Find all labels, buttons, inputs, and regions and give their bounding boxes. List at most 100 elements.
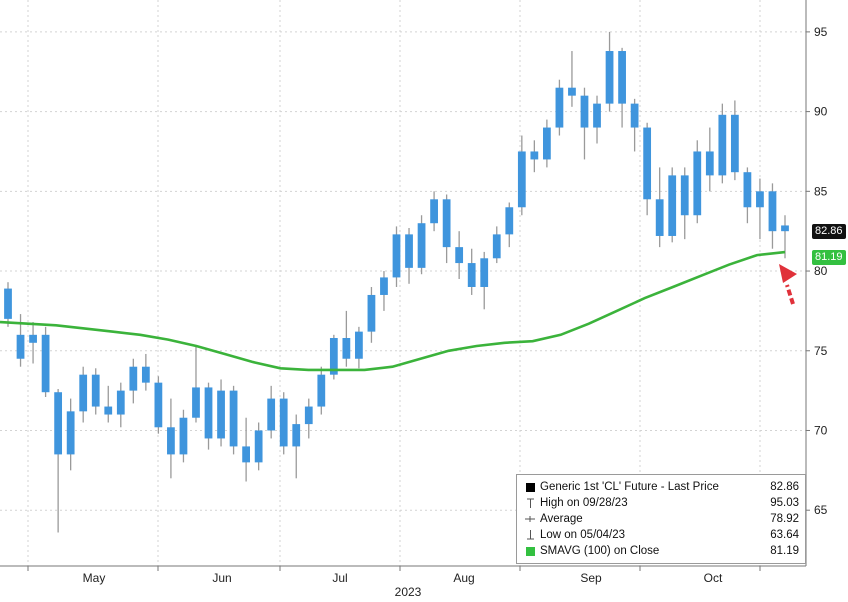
legend-value: 81.19 <box>770 545 799 557</box>
legend-row-low: Low on 05/04/23 63.64 <box>523 527 799 543</box>
candle-body <box>355 331 363 359</box>
sma-value-tag: 81.19 <box>812 250 846 265</box>
candle-body <box>530 151 539 160</box>
candle-body <box>430 199 438 224</box>
candle-body <box>517 151 526 208</box>
candle-body <box>417 223 426 268</box>
legend-value: 95.03 <box>770 497 799 509</box>
candle-body <box>705 151 714 176</box>
candle-body <box>342 338 351 359</box>
candle-body <box>467 263 476 287</box>
red-arrow <box>779 264 797 305</box>
candle-body <box>41 334 50 393</box>
candle-body <box>79 374 88 412</box>
x-axis-year-label: 2023 <box>395 585 422 599</box>
candle-body <box>66 411 75 455</box>
legend-row-last-price: Generic 1st 'CL' Future - Last Price 82.… <box>523 479 799 495</box>
y-tick-label: 70 <box>814 423 828 437</box>
candle-body <box>680 175 689 216</box>
candle-body <box>292 424 301 447</box>
candle-body <box>116 390 125 415</box>
x-tick-label: Jul <box>332 571 347 585</box>
candle-body <box>718 114 727 176</box>
y-tick-label: 75 <box>814 344 828 358</box>
candle-body <box>593 103 601 128</box>
y-tick-label: 80 <box>814 264 828 278</box>
candle-body <box>141 366 150 383</box>
y-tick-label: 90 <box>814 105 828 119</box>
x-tick-label: Sep <box>580 571 602 585</box>
sma-100-line <box>0 250 786 372</box>
candle-body <box>668 175 677 236</box>
candle-body <box>743 172 752 208</box>
legend: Generic 1st 'CL' Future - Last Price 82.… <box>516 474 806 564</box>
candle-body <box>643 127 652 200</box>
y-tick-label: 65 <box>814 503 828 517</box>
candle-body <box>605 51 614 104</box>
candle-body <box>768 191 777 232</box>
candle-body <box>655 199 664 236</box>
legend-value: 63.64 <box>770 529 799 541</box>
legend-label: High on 09/28/23 <box>540 497 628 509</box>
average-marker-icon <box>523 514 537 524</box>
candle-body <box>179 417 188 455</box>
legend-row-high: High on 09/28/23 95.03 <box>523 495 799 511</box>
y-axis: 65 70 75 80 85 90 95 <box>806 25 828 517</box>
candle-body <box>568 87 576 96</box>
candle-body <box>442 199 451 248</box>
last-price-tag: 82.86 <box>812 224 846 239</box>
x-tick-label: May <box>83 571 106 585</box>
legend-label: Generic 1st 'CL' Future - Last Price <box>540 481 719 493</box>
legend-row-average: Average 78.92 <box>523 511 799 527</box>
candle-body <box>480 258 489 287</box>
candle-body <box>4 288 12 319</box>
candle-body <box>154 382 163 428</box>
candle-body <box>91 374 100 407</box>
y-tick-label: 85 <box>814 184 828 198</box>
candle-body <box>267 398 276 431</box>
candle-body <box>229 390 238 447</box>
candle-body <box>104 406 113 415</box>
green-square-icon <box>523 546 537 556</box>
candle-body <box>380 277 388 295</box>
candle-body <box>730 114 739 173</box>
candle-body <box>693 151 702 216</box>
candle-body <box>167 427 175 455</box>
y-tick-label: 95 <box>814 25 828 39</box>
legend-label: Low on 05/04/23 <box>540 529 626 541</box>
legend-label: Average <box>540 513 583 525</box>
candle-body <box>217 390 225 439</box>
candle-body <box>204 387 213 439</box>
candle-body <box>756 191 764 208</box>
red-arrow-shaft <box>785 284 795 305</box>
low-marker-icon <box>523 530 537 540</box>
candle-body <box>242 446 250 463</box>
candle-body <box>29 334 37 343</box>
candle-body <box>555 87 564 128</box>
legend-value: 82.86 <box>770 481 799 493</box>
legend-row-sma: SMAVG (100) on Close 81.19 <box>523 543 799 559</box>
candle-body <box>304 406 313 425</box>
x-tick-label: Jun <box>212 571 231 585</box>
candle-body <box>129 366 138 391</box>
legend-label: SMAVG (100) on Close <box>540 545 660 557</box>
candle-body <box>192 387 200 418</box>
legend-value: 78.92 <box>770 513 799 525</box>
candle-body <box>329 338 338 375</box>
candle-body <box>618 51 626 104</box>
candle-body <box>580 95 589 128</box>
red-arrow-head <box>779 264 797 283</box>
x-tick-label: Oct <box>704 571 723 585</box>
candle-body <box>543 127 551 160</box>
candle-body <box>405 234 413 268</box>
grid-lines <box>0 0 806 566</box>
candle-body <box>455 247 464 264</box>
candles <box>4 31 789 533</box>
candle-body <box>492 234 501 259</box>
x-tick-label: Aug <box>453 571 474 585</box>
candle-body <box>505 207 514 235</box>
candle-body <box>16 334 25 359</box>
candle-body <box>279 398 288 447</box>
candle-body <box>367 294 376 332</box>
